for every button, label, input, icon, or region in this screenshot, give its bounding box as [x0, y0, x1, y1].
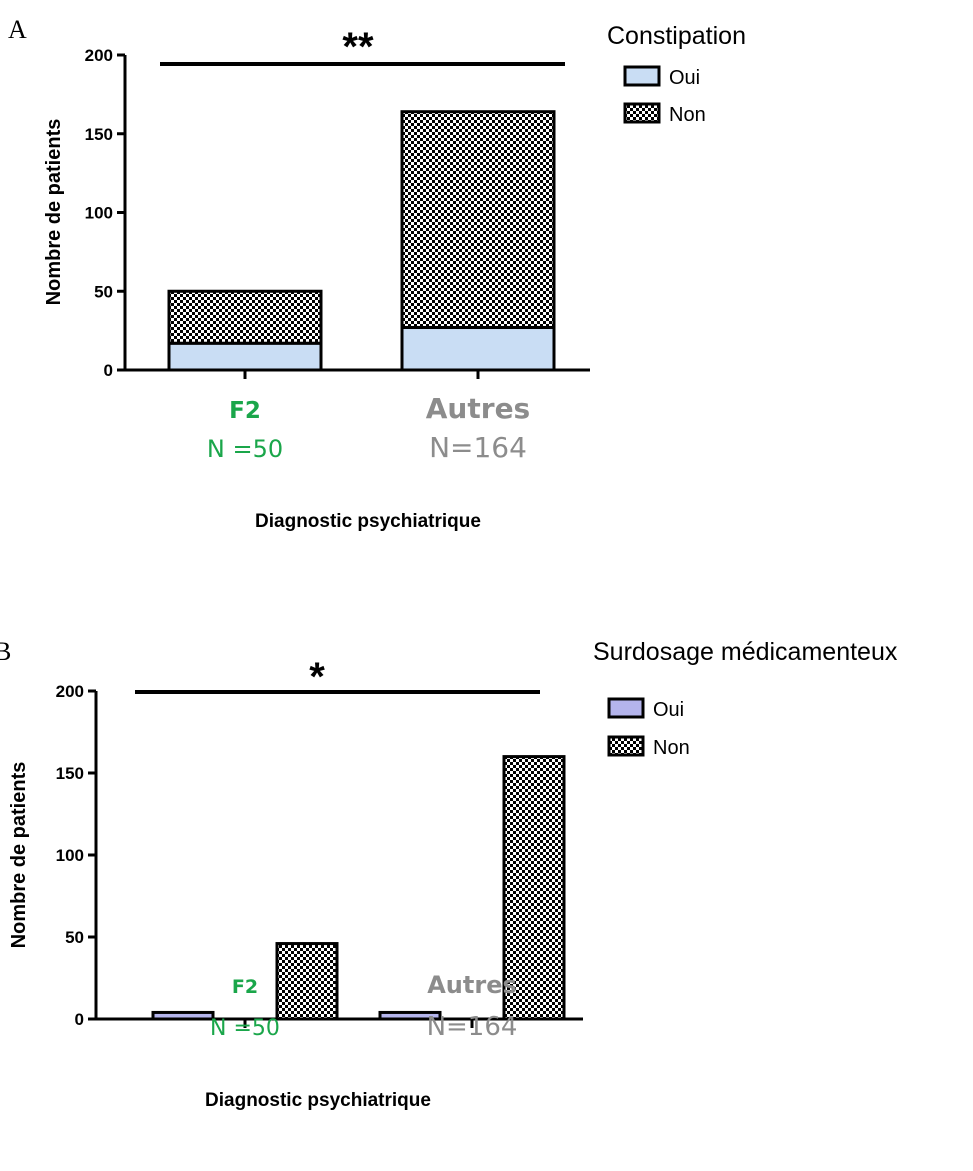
legend-swatch-non [623, 102, 661, 124]
y-axis-label: Nombre de patients [43, 119, 65, 306]
category-n-label: N=164 [429, 431, 527, 464]
legend-label: Oui [669, 67, 700, 89]
category-label: F2 [229, 398, 261, 424]
y-tick-label: 200 [85, 46, 113, 65]
panel-letter: A [8, 15, 27, 44]
y-tick-label: 100 [56, 846, 84, 865]
panel-a: A 0 50 100 150 200 F2 N =50 Autres N=164 Diagnosti… [8, 15, 746, 532]
significance-stars: * [309, 655, 325, 699]
bar-oui-autres [400, 325, 556, 372]
y-tick-label: 0 [104, 361, 113, 380]
y-tick-label: 150 [85, 125, 113, 144]
legend-label: Oui [653, 699, 684, 721]
bar-oui-f2 [151, 1010, 215, 1021]
y-axis-label: Nombre de patients [8, 762, 30, 949]
legend-swatch-oui [607, 697, 645, 719]
y-tick-label: 50 [94, 282, 113, 301]
legend-swatch-non [607, 735, 645, 757]
legend-label: Non [669, 104, 706, 126]
legend-label: Non [653, 737, 690, 759]
category-n-label: N =50 [210, 1016, 280, 1041]
bar-non-autres [400, 110, 556, 329]
panel-letter: B [0, 637, 11, 666]
x-axis-label: Diagnostic psychiatrique [205, 1090, 431, 1111]
legend-swatch-oui [623, 65, 661, 87]
category-label: Autres [427, 971, 517, 999]
category-n-label: N =50 [207, 435, 283, 463]
significance-stars: ** [342, 25, 374, 69]
legend-title: Constipation [607, 22, 746, 50]
y-tick-label: 0 [75, 1010, 84, 1029]
bar-oui-autres [378, 1010, 442, 1021]
y-tick-label: 100 [85, 204, 113, 223]
y-tick-label: 200 [56, 682, 84, 701]
bar-non-autres [502, 755, 566, 1021]
legend-title: Surdosage médicamenteux [593, 638, 898, 666]
category-label: Autres [426, 392, 530, 425]
bar-non-f2 [275, 942, 339, 1021]
category-label: F2 [232, 976, 258, 998]
bar-oui-f2 [167, 341, 323, 372]
panel-b: B 0 50 100 150 200 F2 N =50 Autres N=164 Diagnosti… [0, 637, 898, 1111]
y-tick-label: 150 [56, 764, 84, 783]
category-n-label: N=164 [427, 1012, 518, 1042]
x-axis-label: Diagnostic psychiatrique [255, 511, 481, 532]
bar-non-f2 [167, 289, 323, 345]
y-tick-label: 50 [65, 928, 84, 947]
